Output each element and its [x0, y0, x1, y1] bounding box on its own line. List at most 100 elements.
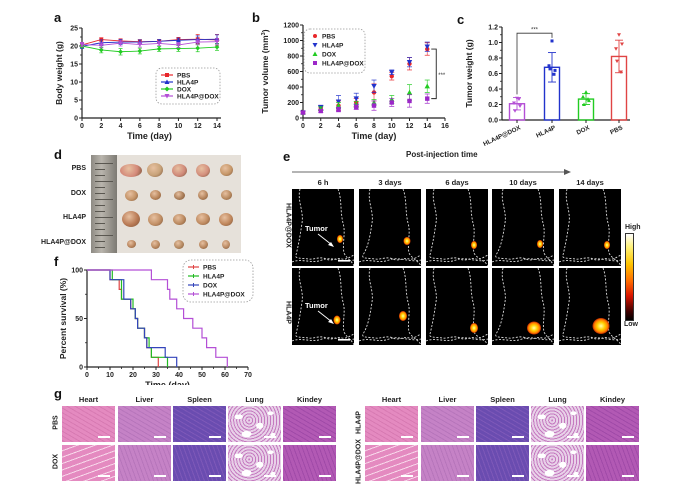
data-point — [156, 41, 162, 46]
photo-row-label-hla4p-dox: HLA4P@DOX — [41, 239, 86, 246]
x-axis-label: Time (day) — [145, 380, 190, 385]
x-tick-label: 4 — [337, 123, 341, 130]
histology-image — [118, 406, 171, 442]
legend-label: HLA4P@DOX — [203, 292, 245, 299]
x-tick-label: 2 — [99, 123, 103, 130]
data-point — [512, 101, 516, 105]
bar-hla4p-dox — [508, 96, 526, 121]
tumor-signal — [604, 241, 610, 249]
histology-image — [476, 406, 529, 442]
y-tick-label: 1.2 — [488, 25, 498, 32]
data-point — [156, 46, 162, 52]
data-point — [118, 49, 123, 55]
organ-label: Spleen — [490, 395, 515, 404]
legend-label: HLA4P — [322, 43, 344, 50]
scale-bar — [401, 436, 413, 438]
organ-label: Kindey — [599, 395, 625, 404]
survival-curve-pbs — [87, 269, 159, 367]
mouse-outline — [495, 268, 554, 340]
x-tick-label: PBS — [609, 124, 624, 136]
data-point — [584, 90, 588, 94]
x-tick-label: 0 — [301, 123, 305, 130]
tumor-specimen — [147, 163, 163, 177]
tumor-signal — [592, 318, 610, 334]
photo-row-label-hla4p: HLA4P — [63, 214, 86, 221]
x-tick-label: 6 — [138, 123, 142, 130]
y-tick-label: 1200 — [283, 23, 299, 30]
histology-image — [586, 445, 639, 481]
x-tick-label: 8 — [157, 123, 161, 130]
mouse-outline — [467, 189, 488, 266]
panel-label-d: d — [54, 147, 62, 162]
mouse-outline — [559, 258, 621, 263]
significance-label: *** — [531, 28, 539, 34]
scale-bar — [319, 475, 331, 477]
x-tick-label: HLA4P — [535, 124, 557, 139]
data-point — [371, 84, 377, 89]
data-point — [581, 94, 585, 99]
mouse-outline — [337, 189, 354, 266]
x-tick-label: 10 — [175, 123, 183, 130]
series-line — [81, 41, 218, 46]
data-point — [176, 43, 181, 48]
legend-marker — [312, 43, 318, 48]
y-tick-label: 0.4 — [488, 87, 498, 94]
tumor-signal — [527, 321, 541, 335]
data-point — [582, 102, 586, 106]
bar-pbs — [610, 33, 628, 121]
organ-label: Lung — [548, 395, 567, 404]
scale-bar — [622, 475, 634, 477]
tumor-specimen — [196, 163, 210, 177]
survival-curve-hla4p-dox — [87, 269, 228, 367]
legend-label: PBS — [203, 265, 217, 272]
legend-label: HLA4P — [203, 274, 225, 281]
x-axis-label: Time (day) — [352, 131, 397, 141]
data-point — [614, 47, 618, 51]
significance-bracket — [431, 48, 437, 100]
y-axis-label: Tumor weight (g) — [464, 39, 474, 107]
legend-label: HLA4P — [177, 80, 199, 87]
histology-image — [228, 445, 281, 481]
data-point — [98, 43, 104, 48]
y-tick-label: 0.2 — [488, 102, 498, 109]
histology-image — [586, 406, 639, 442]
fluorescence-image — [359, 268, 421, 345]
scale-bar — [319, 436, 331, 438]
fluorescence-image — [359, 189, 421, 266]
tumor-specimen — [171, 163, 187, 177]
legend-box — [303, 28, 366, 74]
scale-bar — [209, 436, 221, 438]
scale-bar — [401, 475, 413, 477]
x-tick-label: 60 — [221, 372, 229, 379]
x-tick-label: 30 — [152, 372, 160, 379]
y-tick-label: 20 — [70, 44, 78, 51]
x-tick-label: 12 — [194, 123, 202, 130]
histology-image — [421, 445, 474, 481]
x-tick-label: 10 — [388, 123, 396, 130]
organ-label: Heart — [78, 395, 99, 404]
mouse-outline — [362, 189, 421, 261]
legend-marker — [164, 79, 170, 84]
tumor-specimen — [150, 239, 160, 249]
mouse-outline — [602, 189, 621, 266]
tumor-specimen — [149, 190, 161, 200]
organ-label: Spleen — [187, 395, 212, 404]
panel-label-c: c — [457, 12, 465, 27]
mouse-outline — [492, 337, 554, 342]
mouse-outline — [602, 268, 621, 345]
y-axis-label: Body weight (g) — [54, 41, 64, 105]
time-arrow — [292, 169, 571, 175]
histology-image — [283, 406, 336, 442]
timepoint-label: 6 h — [317, 178, 329, 187]
data-point — [424, 44, 430, 50]
histology-image — [173, 445, 226, 481]
x-tick-label: 10 — [106, 372, 114, 379]
y-tick-label: 600 — [287, 69, 299, 76]
x-tick-label: HLA4P@DOX — [482, 124, 522, 148]
data-point — [336, 107, 341, 112]
bar-dox — [577, 90, 595, 121]
data-point — [518, 104, 522, 109]
histology-image — [476, 445, 529, 481]
survival-curve-dox — [87, 269, 178, 367]
x-tick-label: 0 — [85, 372, 89, 379]
